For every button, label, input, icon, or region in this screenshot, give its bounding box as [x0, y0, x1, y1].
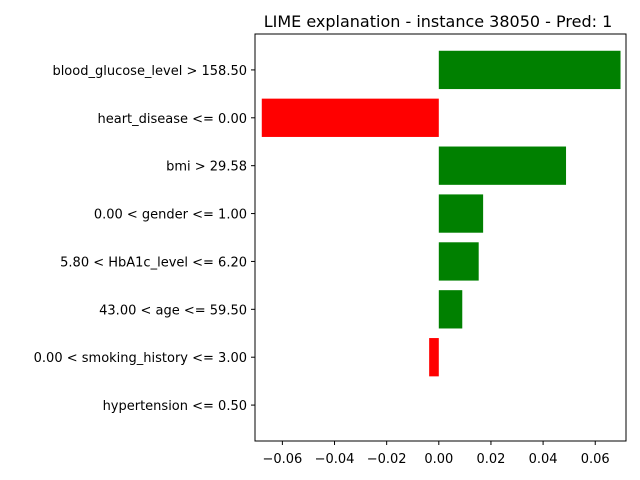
y-axis: blood_glucose_level > 158.50 heart_diseas… — [34, 64, 255, 414]
x-tick-label-2: −0.02 — [367, 452, 407, 467]
y-tick-label-2: bmi > 29.58 — [166, 160, 247, 175]
bars-group — [261, 50, 621, 377]
x-tick-label-6: 0.06 — [581, 452, 610, 467]
bar-4 — [438, 242, 479, 281]
x-tick-label-3: 0.00 — [424, 452, 453, 467]
bar-0 — [438, 50, 621, 90]
y-tick-label-6: 0.00 < smoking_history <= 3.00 — [34, 351, 247, 366]
bar-6 — [429, 338, 439, 377]
y-tick-label-3: 0.00 < gender <= 1.00 — [94, 208, 247, 223]
bar-5 — [438, 290, 463, 329]
x-tick-label-0: −0.06 — [262, 452, 302, 467]
y-tick-label-4: 5.80 < HbA1c_level <= 6.20 — [60, 255, 247, 270]
x-tick-label-5: 0.04 — [529, 452, 558, 467]
y-tick-label-0: blood_glucose_level > 158.50 — [52, 64, 247, 79]
bar-2 — [438, 146, 567, 185]
bar-3 — [438, 194, 484, 233]
x-tick-label-4: 0.02 — [476, 452, 505, 467]
y-tick-label-1: heart_disease <= 0.00 — [97, 112, 247, 127]
axes-frame — [254, 33, 627, 442]
y-tick-label-5: 43.00 < age <= 59.50 — [99, 303, 247, 318]
x-axis: −0.06 −0.04 −0.02 0.00 0.02 0.04 0.06 — [262, 441, 610, 467]
x-tick-label-1: −0.04 — [315, 452, 355, 467]
chart-title: LIME explanation - instance 38050 - Pred… — [264, 12, 613, 31]
bar-1 — [261, 98, 439, 137]
y-tick-label-7: hypertension <= 0.50 — [103, 399, 247, 414]
